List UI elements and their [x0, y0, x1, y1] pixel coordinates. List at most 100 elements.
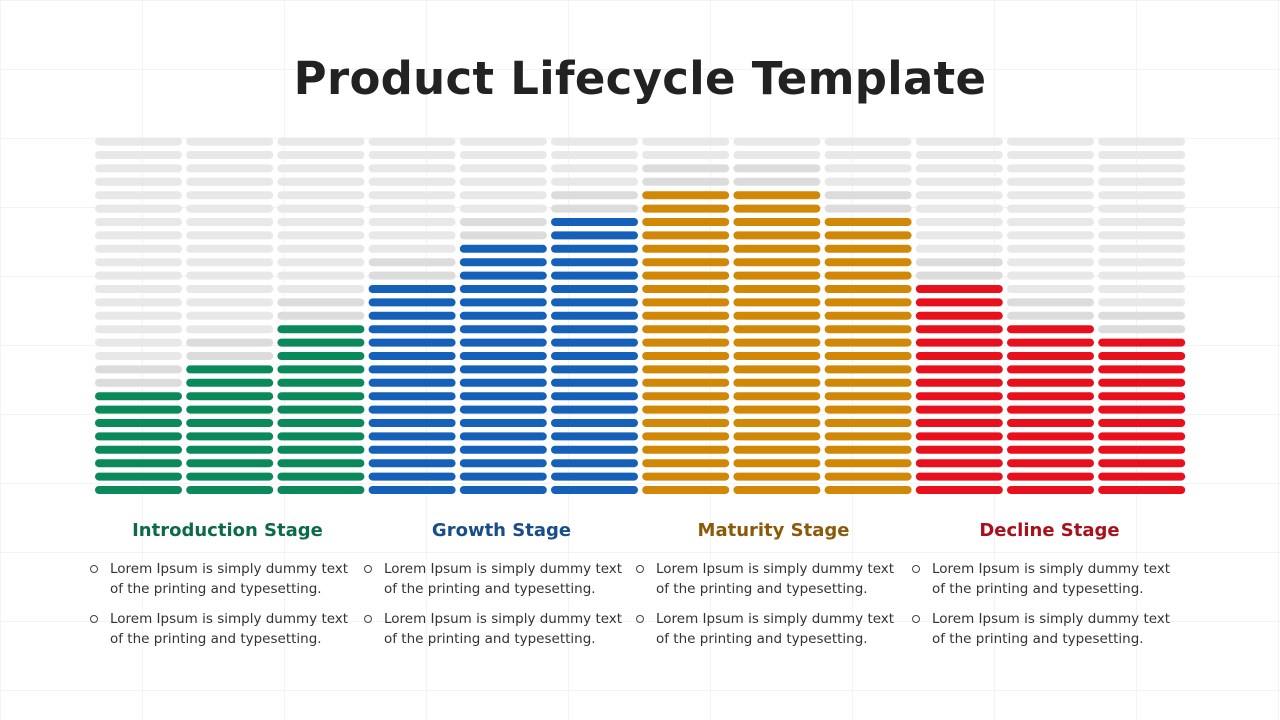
bar-segment-growth — [459, 244, 547, 253]
bar-segment-empty — [186, 271, 274, 280]
bar-segment-growth — [459, 325, 547, 334]
bar-segment-growth — [368, 486, 456, 494]
bar-segment-growth — [368, 325, 456, 334]
bar-segment-decline — [1007, 445, 1094, 454]
bar-segment-growth — [551, 432, 638, 441]
bar-segment-empty — [642, 177, 730, 186]
bar-segment-maturity — [642, 218, 730, 226]
bar-segment-introduction — [277, 325, 365, 334]
bar-segment-decline — [915, 365, 1003, 374]
bar-segment-empty — [733, 151, 821, 159]
bar-segment-maturity — [642, 244, 730, 253]
bar-segment-maturity — [733, 244, 821, 253]
bar-segment-introduction — [277, 459, 365, 468]
bar-segment-empty — [642, 151, 730, 159]
page-title: Product Lifecycle Template — [293, 52, 987, 105]
bar-segment-empty — [1098, 137, 1186, 146]
bar-segment-empty — [459, 204, 547, 213]
bar-segment-growth — [459, 459, 547, 468]
bullet-text: Lorem Ipsum is simply dummy text of the … — [932, 561, 1171, 597]
bar-segment-empty — [459, 231, 547, 240]
bar-segment-introduction — [277, 365, 365, 374]
bar-segment-decline — [1007, 378, 1094, 387]
bar-segment-empty — [368, 244, 456, 253]
bar-segment-growth — [551, 445, 638, 454]
bar-segment-empty — [1007, 151, 1094, 159]
bar-segment-empty — [824, 204, 912, 213]
bar-segment-maturity — [733, 271, 821, 280]
bar-segment-empty — [915, 271, 1003, 280]
bar-segment-introduction — [277, 378, 365, 387]
bar-segment-introduction — [95, 419, 182, 427]
bar-segment-empty — [915, 177, 1003, 186]
bar-segment-growth — [368, 419, 456, 427]
bar-segment-decline — [1007, 486, 1094, 494]
bar-segment-maturity — [642, 325, 730, 334]
bar-segment-maturity — [824, 218, 912, 226]
bar-segment-maturity — [642, 191, 730, 200]
bar-segment-maturity — [824, 392, 912, 401]
bar-segment-growth — [551, 271, 638, 280]
circle-bullet-icon — [90, 615, 98, 623]
bar-segment-introduction — [95, 472, 182, 481]
bar-segment-empty — [551, 177, 638, 186]
bar-segment-decline — [1007, 472, 1094, 481]
bar-segment-empty — [95, 137, 182, 146]
bar-segment-empty — [95, 258, 182, 267]
bar-segment-decline — [1007, 352, 1094, 360]
bar-segment-decline — [1007, 405, 1094, 414]
bar-segment-growth — [459, 405, 547, 414]
bar-segment-empty — [915, 244, 1003, 253]
bar-segment-maturity — [733, 218, 821, 226]
bar-segment-maturity — [733, 311, 821, 320]
bar-segment-decline — [1007, 419, 1094, 427]
bar-segment-empty — [95, 298, 182, 307]
bar-segment-empty — [95, 231, 182, 240]
bar-segment-decline — [1098, 352, 1186, 360]
bar-segment-empty — [277, 191, 365, 200]
bar-segment-empty — [459, 164, 547, 173]
bar-segment-maturity — [642, 231, 730, 240]
bar-segment-growth — [368, 285, 456, 293]
bullet-list-maturity: Lorem Ipsum is simply dummy text of the … — [636, 559, 911, 649]
bar-segment-maturity — [642, 472, 730, 481]
bar-segment-maturity — [733, 298, 821, 307]
bar-segment-introduction — [277, 405, 365, 414]
stage-title-maturity: Maturity Stage — [697, 520, 850, 541]
bar-segment-introduction — [277, 392, 365, 401]
bar-segment-empty — [95, 271, 182, 280]
bar-segment-decline — [915, 325, 1003, 334]
bar-segment-growth — [459, 472, 547, 481]
bar-segment-growth — [459, 486, 547, 494]
bar-segment-empty — [368, 258, 456, 267]
bar-segment-empty — [186, 244, 274, 253]
bar-segment-introduction — [277, 472, 365, 481]
bar-segment-decline — [915, 445, 1003, 454]
bar-segment-empty — [95, 285, 182, 293]
bar-segment-growth — [551, 285, 638, 293]
bar-segment-introduction — [277, 445, 365, 454]
bar-segment-decline — [1098, 419, 1186, 427]
bar-segment-maturity — [733, 204, 821, 213]
bar-segment-growth — [551, 378, 638, 387]
bullet-text: Lorem Ipsum is simply dummy text of the … — [110, 561, 349, 597]
bar-segment-empty — [186, 177, 274, 186]
bar-segment-growth — [459, 378, 547, 387]
bar-segment-introduction — [95, 432, 182, 441]
bar-segment-maturity — [824, 432, 912, 441]
bar-segment-empty — [824, 137, 912, 146]
bar-segment-maturity — [824, 419, 912, 427]
bullet-text: Lorem Ipsum is simply dummy text of the … — [384, 561, 623, 597]
bar-segment-growth — [459, 432, 547, 441]
bar-segment-decline — [1007, 325, 1094, 334]
bar-segment-maturity — [733, 419, 821, 427]
bar-segment-growth — [551, 352, 638, 360]
bar-segment-empty — [1098, 298, 1186, 307]
bar-segment-decline — [915, 298, 1003, 307]
bar-segment-introduction — [186, 472, 274, 481]
bar-segment-decline — [1007, 392, 1094, 401]
bar-segment-maturity — [824, 311, 912, 320]
bar-segment-maturity — [824, 472, 912, 481]
bar-segment-empty — [368, 218, 456, 226]
